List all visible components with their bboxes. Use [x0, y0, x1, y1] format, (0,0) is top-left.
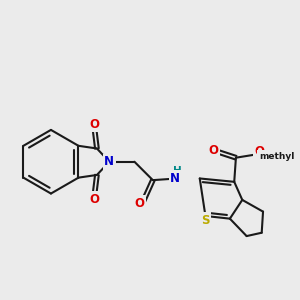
- Text: N: N: [104, 155, 114, 168]
- Text: S: S: [201, 214, 210, 226]
- Text: O: O: [134, 197, 144, 210]
- Text: H: H: [172, 166, 181, 176]
- Text: O: O: [89, 193, 99, 206]
- Text: O: O: [254, 145, 264, 158]
- Text: O: O: [89, 118, 99, 130]
- Text: methyl: methyl: [259, 152, 295, 160]
- Text: N: N: [170, 172, 180, 185]
- Text: O: O: [208, 143, 218, 157]
